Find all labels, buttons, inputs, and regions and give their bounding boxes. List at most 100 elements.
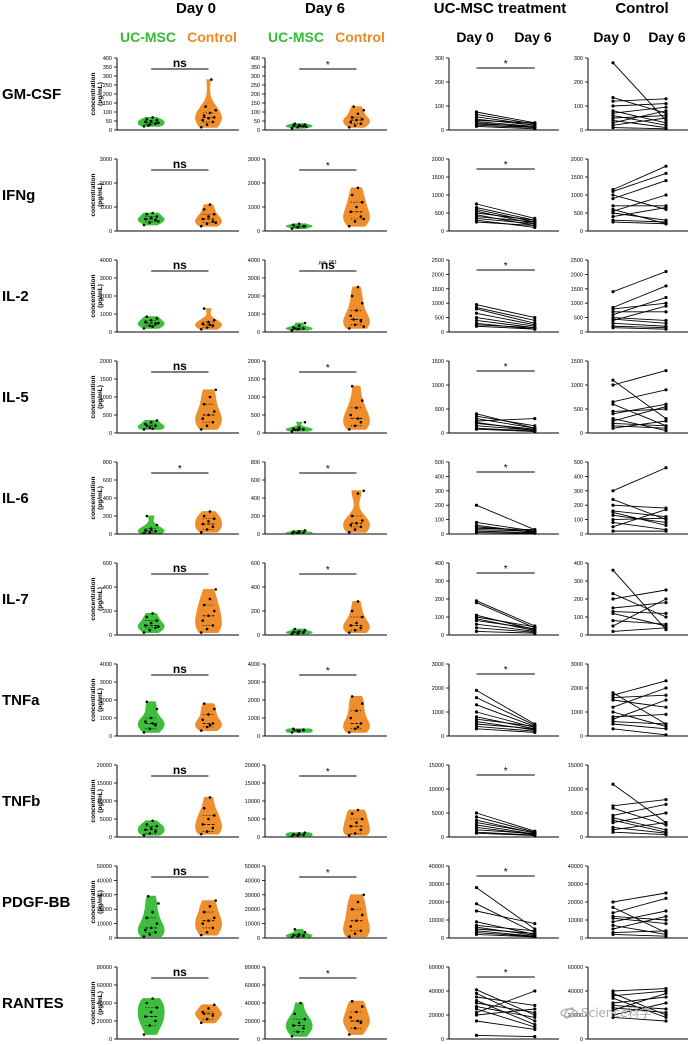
paired-point-day0 [611,321,615,325]
y-tick-label: 200 [103,609,112,615]
paired-point-day0 [474,1007,479,1011]
y-tick-label: 100 [435,518,444,524]
y-tick-label: 400 [251,585,260,591]
paired-point-day0 [611,215,615,219]
data-point [205,123,209,126]
data-point [145,700,149,704]
data-point [350,812,354,815]
paired-line [476,887,536,930]
paired-point-day0 [611,402,615,406]
paired-point-day6 [664,724,668,729]
paired-line [476,816,535,833]
y-tick-label: 0 [257,734,260,740]
paired-point-day0 [611,424,615,428]
data-point [347,935,351,938]
data-point [355,309,358,312]
paired-point-day0 [611,318,615,323]
y-axis-label-line2: (pg/mL) [97,183,104,207]
significance-label: ns [173,561,187,575]
paired-line [476,600,535,627]
data-point [202,603,206,607]
y-tick-label: 4000 [248,258,260,264]
paired-point-day0 [611,905,615,910]
data-point [205,1017,209,1021]
data-point [290,834,294,838]
paired-point-day0 [474,823,479,827]
cytokine-label: PDGF-BB [2,894,70,911]
paired-line [612,110,667,124]
paired-line [612,1007,667,1014]
data-point [212,517,216,520]
paired-line [612,207,667,218]
y-axis-label-line2: (pg/mL) [97,385,104,409]
data-point [356,600,360,603]
significance-label: ns [173,56,187,70]
data-point [296,226,300,229]
paired-line [476,1020,535,1030]
y-tick-label: 0 [441,532,444,538]
paired-point-day6 [664,516,668,520]
data-point [144,828,147,832]
paired-line [612,990,667,997]
data-point [149,1010,153,1014]
data-point [144,624,147,627]
data-point [145,823,149,826]
y-tick-label: 0 [441,1037,444,1043]
y-tick-label: 1000 [571,193,583,199]
data-point [211,1014,215,1017]
data-point [202,1012,206,1016]
data-point [145,1001,149,1005]
y-tick-label: 300 [574,579,583,585]
y-tick-label: 3000 [100,680,112,686]
paired-point-day0 [611,606,615,610]
y-tick-label: 0 [441,936,444,942]
paired-point-day6 [664,693,668,697]
paired-point-day6 [664,797,668,802]
paired-point-day0 [611,220,615,224]
paired-point-day6 [664,727,668,731]
paired-line [612,692,667,725]
watermark-text: Science科学 [581,1006,652,1020]
y-tick-label: 4000 [248,662,260,668]
significance-label: * [504,261,508,272]
data-point [359,626,363,630]
data-point [305,125,308,129]
paired-point-day0 [611,619,615,623]
paired-line [476,627,535,633]
y-axis-label-line1: concentration [90,880,97,923]
paired-point-day6 [664,121,668,125]
y-axis-label-line2: (pg/mL) [97,890,104,914]
data-point [303,224,307,228]
y-tick-label: 50000 [97,864,112,870]
paired-line [612,297,667,316]
data-point [154,424,157,428]
data-point [202,514,206,518]
y-tick-label: 50 [106,119,112,125]
y-tick-label: 0 [441,633,444,639]
paired-point-day0 [474,629,479,634]
y-tick-label: 400 [435,474,444,480]
y-tick-label: 200 [435,597,444,603]
y-tick-label: 40000 [429,989,444,995]
paired-point-day6 [664,105,668,109]
y-tick-label: 300 [574,56,583,62]
paired-point-day6 [664,1019,668,1023]
y-tick-label: 0 [580,128,583,134]
significance-label: * [504,564,508,575]
paired-line [476,718,535,727]
cytokine-row-il-6: IL-6 concentration(pg/mL) 0 200 400 600 800 * 0 2… [2,460,688,538]
y-tick-label: 500 [574,211,583,217]
data-point [201,823,205,826]
y-tick-label: 200 [574,503,583,509]
paired-line [476,527,535,531]
paired-point-day0 [474,124,479,128]
y-tick-label: 60000 [97,983,112,989]
paired-point-day0 [474,909,479,913]
data-point [349,1016,353,1019]
data-point [142,531,146,535]
paired-point-day0 [611,378,615,382]
y-tick-label: 0 [580,229,583,235]
data-point [296,935,300,938]
y-tick-label: 5000 [248,817,260,823]
y-axis-label: concentration(pg/mL) [90,678,104,721]
